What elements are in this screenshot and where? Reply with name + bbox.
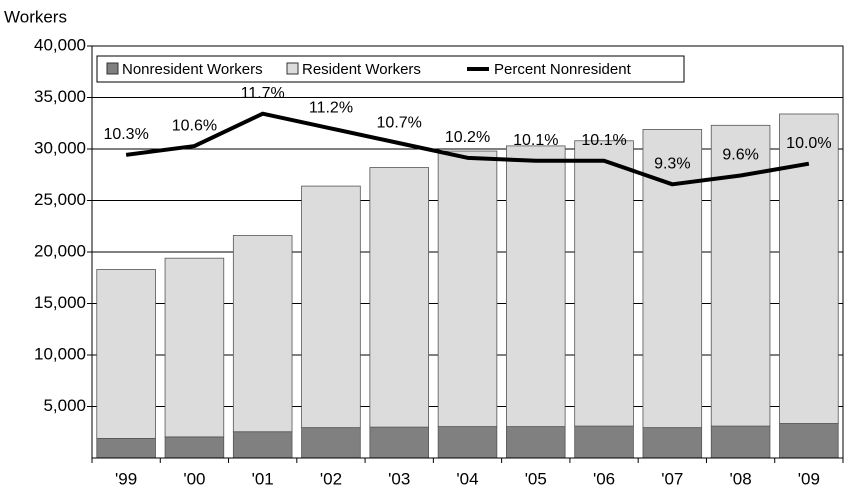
- legend-swatch: [286, 62, 299, 75]
- x-tick-label: '08: [730, 469, 752, 488]
- x-tick-label: '06: [593, 469, 615, 488]
- data-label: 10.0%: [786, 135, 831, 152]
- bar: [506, 145, 566, 427]
- data-label: 10.7%: [377, 114, 422, 131]
- data-label: 10.6%: [172, 117, 217, 134]
- legend-swatch: [106, 62, 119, 75]
- y-tick-label: 20,000: [34, 241, 86, 260]
- legend-label: Resident Workers: [302, 61, 421, 78]
- bar: [301, 427, 361, 459]
- data-label: 10.1%: [513, 132, 558, 149]
- bar: [779, 423, 839, 459]
- bar: [710, 425, 771, 459]
- bar: [164, 436, 225, 459]
- y-tick-label: 5,000: [43, 396, 86, 415]
- x-tick-label: '99: [115, 469, 137, 488]
- bar: [369, 167, 429, 428]
- bar: [437, 150, 498, 427]
- x-tick-label: '05: [525, 469, 547, 488]
- bar: [96, 269, 156, 439]
- bar: [437, 426, 498, 459]
- x-tick-label: '07: [661, 469, 683, 488]
- bar: [96, 438, 156, 459]
- bar: [232, 431, 293, 459]
- y-tick-label: 40,000: [34, 35, 86, 54]
- x-tick-label: '01: [252, 469, 274, 488]
- y-tick-label: 35,000: [34, 87, 86, 106]
- y-tick-label: 25,000: [34, 190, 86, 209]
- bar: [369, 426, 429, 459]
- bar: [574, 425, 634, 459]
- plot-frame: [91, 45, 844, 459]
- bar: [574, 140, 634, 427]
- data-label: 9.3%: [654, 156, 690, 173]
- line: [125, 111, 810, 187]
- data-label: 10.3%: [103, 126, 148, 143]
- x-tick-label: '00: [183, 469, 205, 488]
- bar: [642, 427, 703, 459]
- bar: [506, 426, 566, 459]
- x-tick-label: '03: [388, 469, 410, 488]
- bar: [779, 113, 839, 424]
- bar: [642, 129, 703, 429]
- data-label: 9.6%: [722, 147, 758, 164]
- data-label: 11.7%: [241, 85, 285, 102]
- x-tick-label: '04: [456, 469, 478, 488]
- data-label: 10.2%: [445, 129, 490, 146]
- legend-label: Nonresident Workers: [122, 61, 263, 78]
- y-tick-label: 10,000: [34, 344, 86, 363]
- x-tick-label: '02: [320, 469, 342, 488]
- bar: [301, 185, 361, 429]
- y-tick-label: 15,000: [34, 293, 86, 312]
- y-axis-label: Workers: [4, 7, 67, 26]
- x-tick-label: '09: [798, 469, 820, 488]
- legend-label: Percent Nonresident: [494, 61, 632, 78]
- data-label: 10.1%: [581, 132, 626, 149]
- bar: [232, 235, 293, 433]
- legend-box: [96, 55, 685, 83]
- bar: [164, 257, 225, 438]
- data-label: 11.2%: [309, 100, 353, 117]
- y-tick-label: 30,000: [34, 138, 86, 157]
